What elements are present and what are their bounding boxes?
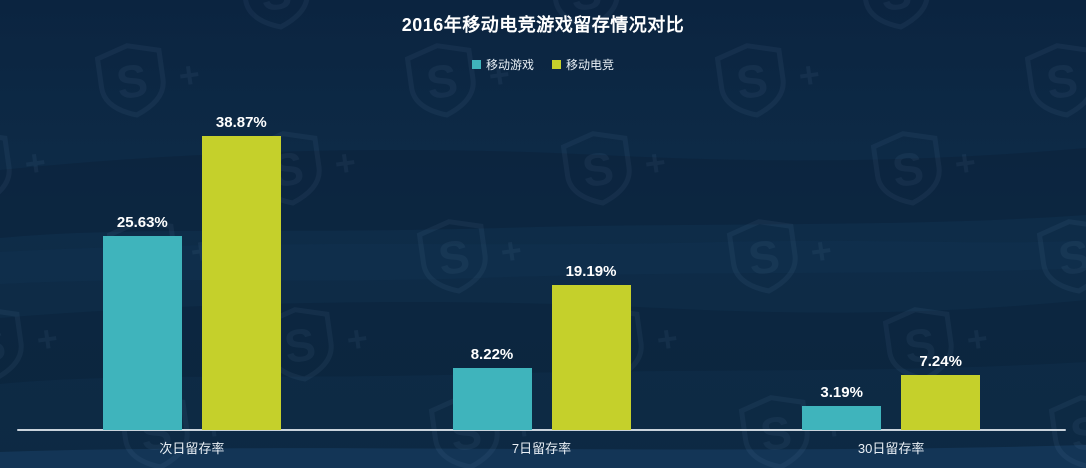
value-label: 7.24%: [919, 353, 962, 370]
bar: [102, 236, 182, 430]
bar: [201, 136, 281, 430]
category-label: 7日留存率: [511, 441, 572, 456]
value-label: 38.87%: [215, 114, 267, 131]
value-label: 25.63%: [116, 214, 168, 231]
category-label: 次日留存率: [159, 441, 225, 456]
legend-label: 移动游戏: [485, 58, 534, 72]
bar: [452, 368, 532, 430]
bar: [551, 285, 631, 430]
legend-item[interactable]: 移动游戏: [471, 56, 534, 73]
legend-item[interactable]: 移动电竞: [552, 56, 614, 73]
x-axis-line: [17, 429, 1066, 431]
bar: [802, 406, 882, 430]
category-label: 30日留存率: [857, 441, 925, 456]
chart-title: 2016年移动电竞游戏留存情况对比: [401, 15, 685, 35]
legend-label: 移动电竞: [566, 58, 615, 72]
value-label: 8.22%: [470, 346, 514, 363]
legend-swatch-icon: [552, 60, 561, 69]
value-label: 3.19%: [820, 384, 863, 401]
value-label: 19.19%: [565, 263, 617, 280]
bar: [901, 375, 981, 430]
legend: 移动游戏 移动电竞: [0, 56, 1086, 73]
legend-swatch-icon: [471, 60, 481, 69]
